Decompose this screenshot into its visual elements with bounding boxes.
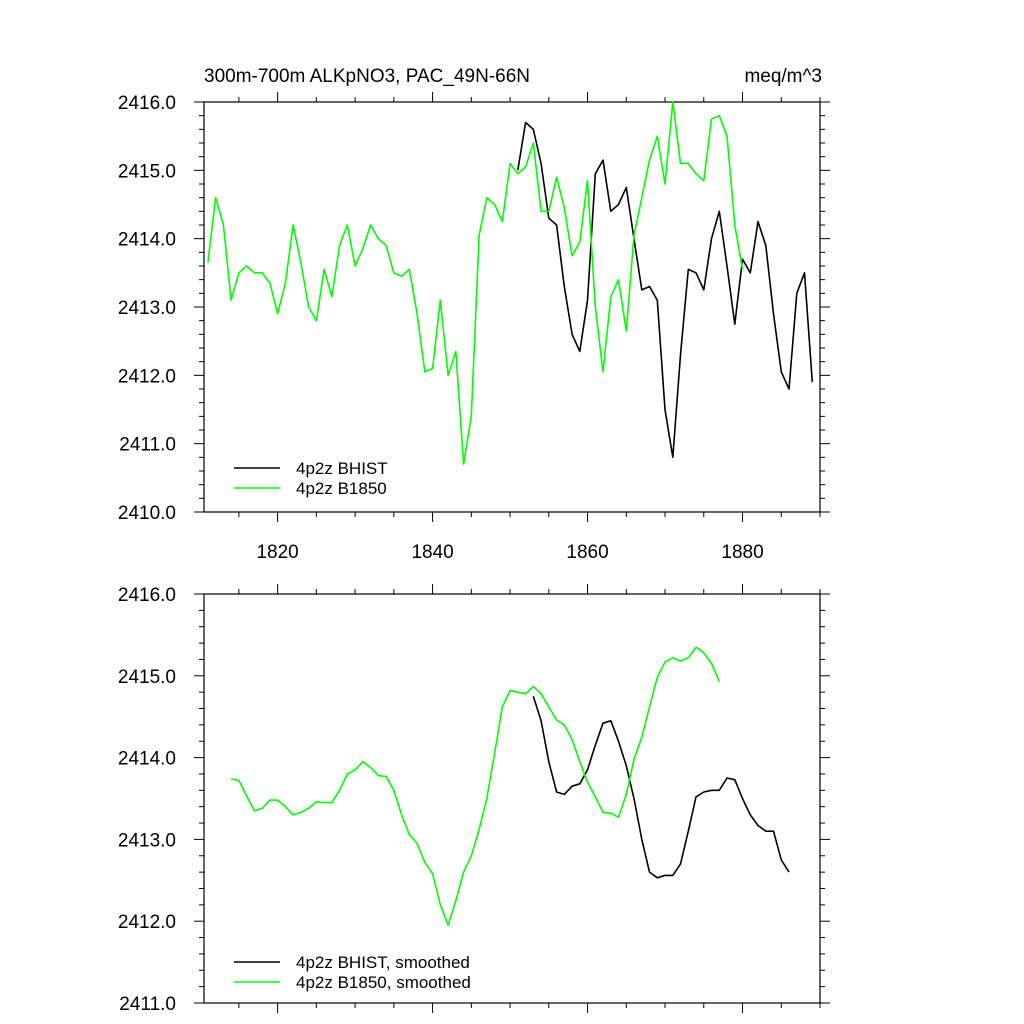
y-tick-label: 2414.0 [118, 749, 176, 770]
y-tick-label: 2411.0 [119, 994, 176, 1015]
x-tick-label: 1820 [256, 542, 298, 563]
legend-label: 4p2z BHIST [296, 459, 388, 478]
y-tick-label: 2416.0 [118, 585, 176, 606]
plot-frame [203, 101, 821, 513]
series-line [532, 696, 790, 879]
y-tick-label: 2412.0 [118, 366, 176, 387]
x-tick-label: 1860 [566, 542, 608, 563]
chart-units: meq/m^3 [744, 66, 822, 87]
series-line [207, 101, 744, 466]
y-tick-label: 2415.0 [118, 161, 176, 182]
y-tick-label: 2414.0 [118, 230, 176, 251]
plot-frame [203, 593, 821, 1004]
y-tick-label: 2411.0 [119, 435, 176, 456]
y-tick-label: 2413.0 [118, 830, 176, 851]
y-tick-label: 2410.0 [118, 503, 176, 524]
top-chart-panel: 1820 1840 1860 1880 2410.0 2411.0 2412.0 2413.0… [118, 92, 830, 563]
series-line [517, 121, 814, 459]
y-tick-label: 2415.0 [118, 667, 176, 688]
legend-label: 4p2z BHIST, smoothed [296, 953, 470, 972]
y-tick-label: 2413.0 [118, 298, 176, 319]
x-tick-label: 1840 [411, 542, 453, 563]
y-tick-label: 2416.0 [118, 93, 176, 114]
legend-label: 4p2z B1850, smoothed [296, 973, 471, 992]
y-tick-label: 2412.0 [118, 912, 176, 933]
x-tick-label: 1880 [721, 542, 763, 563]
bottom-chart-panel: 2411.0 2412.0 2413.0 2414.0 2415.0 2416.0 4p2z… [118, 584, 830, 1015]
legend-label: 4p2z B1850 [296, 479, 387, 498]
series-line [230, 646, 721, 927]
chart-title: 300m-700m ALKpNO3, PAC_49N-66N [204, 66, 530, 87]
